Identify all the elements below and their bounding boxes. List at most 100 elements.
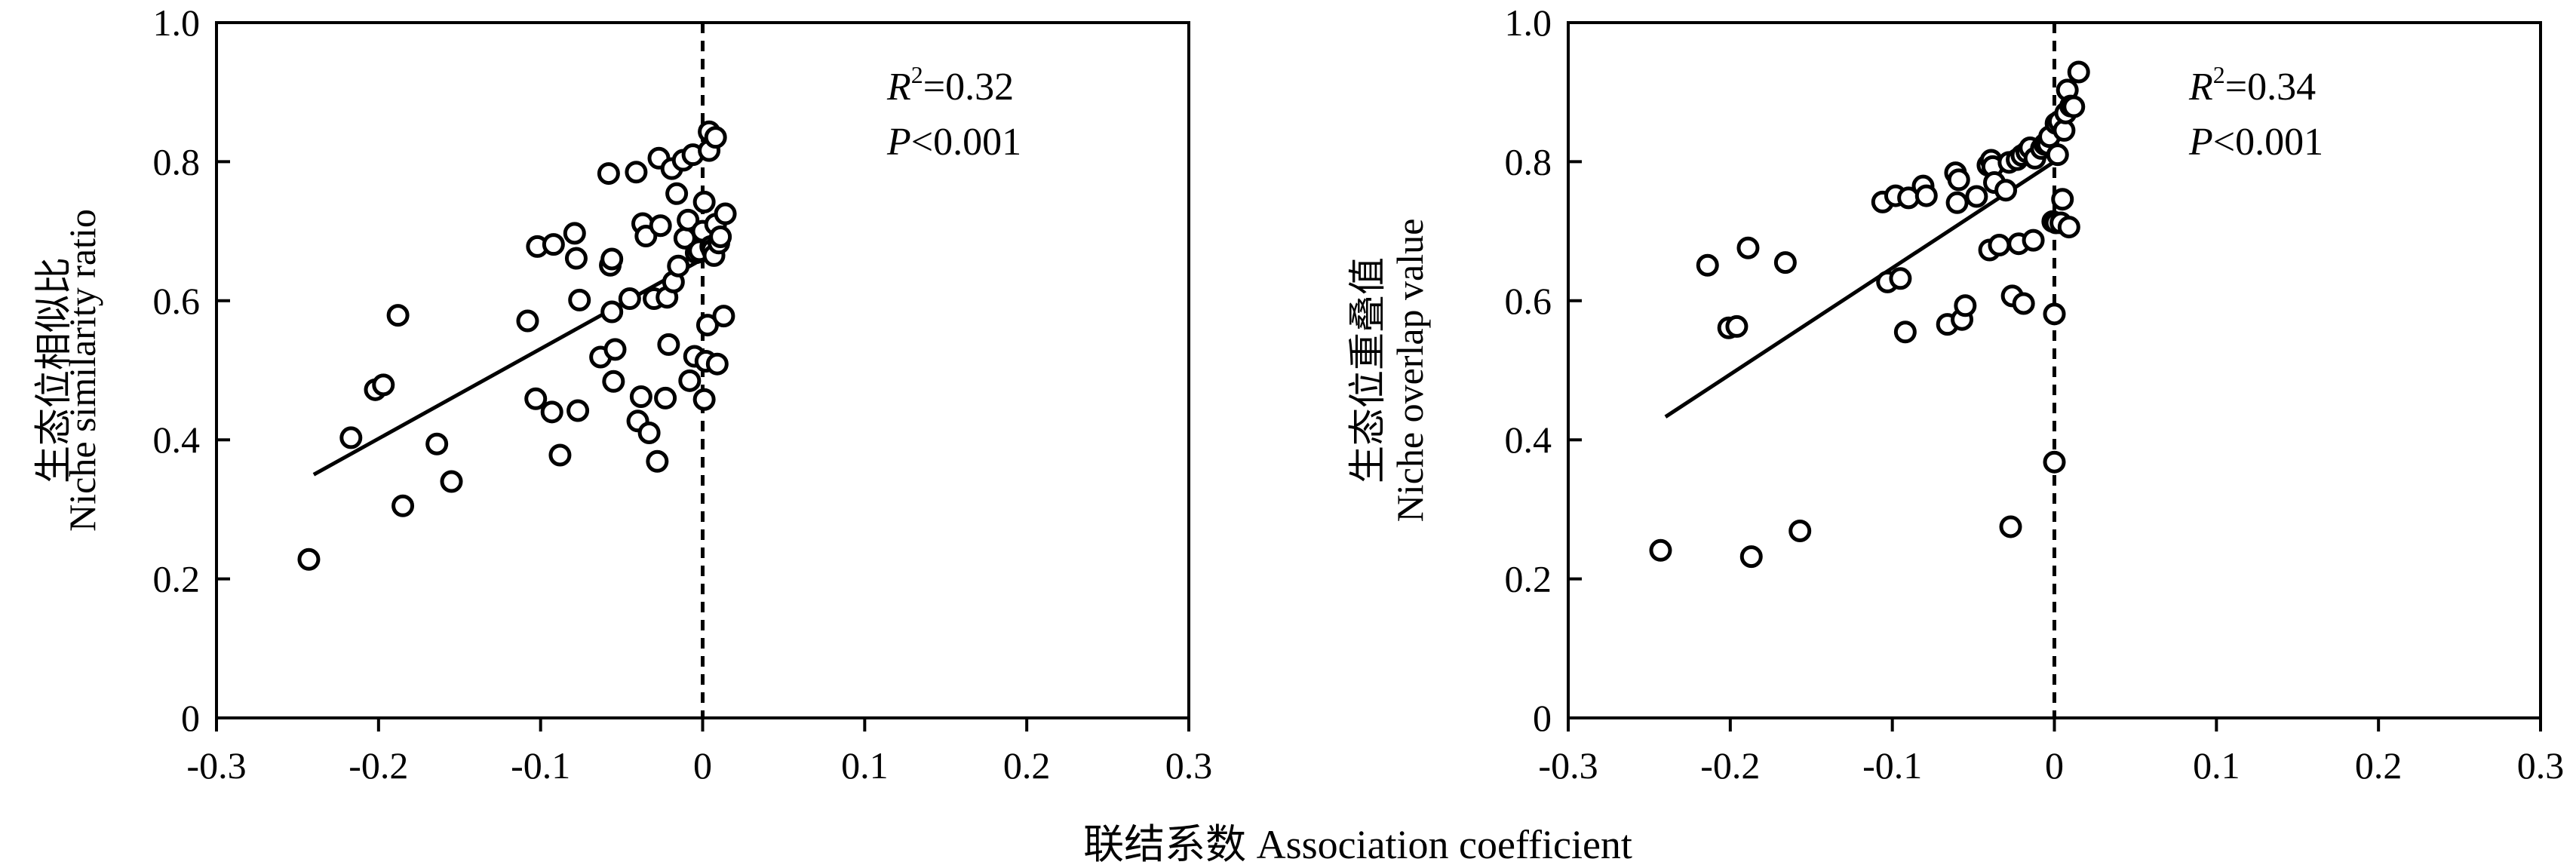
chart-right: -0.3 -0.2 -0.1 0 0.1 0.2 0.3 0 0.2 0.4 0.6 0.8 1.0 生…	[1346, 2, 2564, 787]
data-point-left	[692, 190, 716, 213]
data-point-left	[705, 352, 729, 376]
x-tick-label-right: -0.1	[1862, 744, 1922, 787]
y-axis-label-cn-right: 生态位重叠值	[1346, 257, 1389, 483]
p-value-right: <0.001	[2213, 121, 2323, 164]
data-point-left	[603, 338, 627, 361]
x-tick-label-right: 0.1	[2193, 744, 2240, 787]
x-tick-label-left: 0	[693, 744, 712, 787]
data-point-left	[629, 385, 652, 409]
data-point-left	[649, 214, 672, 238]
data-point-left	[602, 370, 625, 393]
data-point-left	[568, 288, 591, 311]
data-point-right	[2046, 143, 2069, 167]
data-point-right	[2062, 95, 2086, 118]
x-tick-label-right: 0	[2045, 744, 2064, 787]
y-tick-label-left: 0.2	[153, 558, 201, 600]
data-point-left	[372, 373, 395, 397]
data-point-right	[1788, 519, 1812, 542]
data-point-left	[646, 449, 669, 473]
y-tick-label-left: 1.0	[153, 2, 201, 44]
data-point-left	[391, 494, 415, 517]
data-point-left	[563, 222, 586, 245]
p-symbol-left: P	[886, 121, 911, 164]
stats-annotation-right: R2=0.34 P<0.001	[2188, 61, 2323, 164]
data-point-left	[677, 208, 700, 232]
data-point-right	[1945, 191, 1969, 214]
data-point-left	[667, 254, 690, 278]
svg-text:R2=0.32: R2=0.32	[886, 61, 1014, 109]
data-point-left	[654, 386, 677, 409]
data-point-right	[1914, 184, 1938, 207]
data-point-left	[339, 426, 363, 449]
x-axis-label: 联结系数 Association coefficient	[1083, 822, 1632, 867]
r2-value-left: =0.32	[923, 66, 1014, 109]
data-point-left	[704, 126, 727, 149]
r2-value-right: =0.34	[2225, 66, 2316, 109]
stats-annotation-left: R2=0.32 P<0.001	[886, 61, 1021, 164]
data-point-left	[714, 202, 737, 225]
data-point-right	[1773, 251, 1797, 275]
data-point-left	[297, 547, 321, 571]
data-point-left	[386, 304, 410, 327]
r2-superscript-right: 2	[2213, 61, 2225, 88]
data-point-left	[657, 333, 680, 356]
y-tick-label-left: 0	[181, 697, 200, 739]
data-point-right	[1649, 538, 1672, 562]
data-point-right	[1725, 314, 1749, 338]
data-point-right	[1739, 545, 1763, 569]
data-point-left	[542, 233, 565, 256]
p-value-left: <0.001	[911, 121, 1021, 164]
y-tick-label-left: 0.4	[153, 419, 201, 461]
data-point-right	[2051, 188, 2074, 211]
chart-left: -0.3 -0.2 -0.1 0 0.1 0.2 0.3 0 0.2 0.4 0.6 0.8 1.0 生…	[32, 2, 1212, 787]
data-point-right	[2057, 216, 2080, 239]
data-point-right	[1994, 179, 2018, 202]
data-point-left	[637, 421, 661, 444]
y-tick-label-right: 0.2	[1505, 558, 1552, 600]
r2-symbol-left: R	[886, 66, 911, 109]
x-tick-label-left: 0.3	[1165, 744, 1213, 787]
data-point-left	[440, 470, 463, 493]
data-point-left	[548, 443, 572, 467]
data-point-left	[564, 247, 588, 270]
y-tick-label-right: 0.8	[1505, 140, 1552, 182]
x-tick-label-right: 0.2	[2355, 744, 2403, 787]
svg-text:R2=0.34: R2=0.34	[2188, 61, 2316, 109]
p-symbol-right: P	[2188, 121, 2213, 164]
y-tick-label-right: 1.0	[1505, 2, 1552, 44]
data-point-right	[1736, 236, 1760, 259]
data-point-left	[634, 225, 658, 248]
r2-symbol-right: R	[2188, 66, 2213, 109]
data-point-right	[2043, 302, 2066, 326]
y-tick-label-left: 0.8	[153, 140, 201, 182]
data-point-right	[1947, 168, 1970, 192]
y-axis-label-cn-left: 生态位相似比	[32, 257, 75, 483]
data-point-left	[516, 309, 539, 333]
data-point-left	[625, 161, 648, 184]
y-axis-label-en-left: Niche similarity ratio	[61, 209, 103, 532]
data-point-right	[2022, 229, 2045, 252]
regression-line-right	[1664, 160, 2056, 419]
data-point-left	[709, 225, 732, 248]
x-tick-label-right: -0.3	[1538, 744, 1598, 787]
data-point-left	[678, 369, 702, 392]
data-point-left	[597, 162, 620, 186]
data-point-left	[600, 247, 624, 271]
x-tick-label-left: -0.2	[348, 744, 408, 787]
y-tick-label-right: 0.4	[1505, 419, 1552, 461]
data-point-left	[566, 399, 590, 422]
data-point-right	[2067, 60, 2090, 84]
y-tick-label-right: 0.6	[1505, 280, 1552, 322]
data-point-left	[692, 388, 716, 411]
data-point-left	[618, 287, 641, 311]
y-tick-label-right: 0	[1533, 697, 1552, 739]
y-axis-label-en-right: Niche overlap value	[1389, 219, 1431, 523]
data-point-right	[1999, 515, 2022, 538]
data-point-left	[665, 182, 689, 205]
x-tick-label-left: -0.1	[511, 744, 570, 787]
data-point-right	[1954, 294, 1977, 317]
x-tick-label-right: 0.3	[2517, 744, 2565, 787]
data-point-right	[1988, 234, 2011, 257]
data-point-left	[524, 387, 548, 410]
